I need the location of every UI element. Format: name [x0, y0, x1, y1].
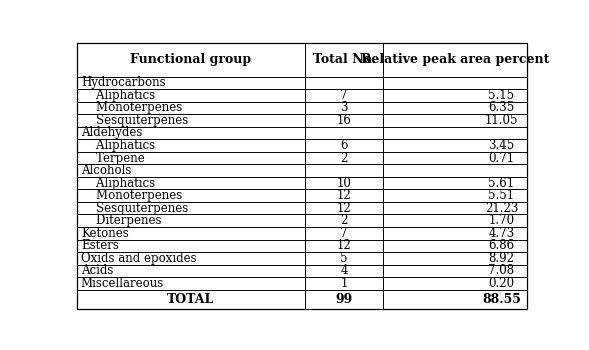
- Text: 1: 1: [340, 277, 348, 290]
- Text: 8.92: 8.92: [488, 252, 514, 265]
- Text: Ketones: Ketones: [81, 227, 128, 240]
- Text: 5: 5: [340, 252, 348, 265]
- Text: 7.08: 7.08: [488, 264, 515, 278]
- Text: Esters: Esters: [81, 239, 119, 252]
- Text: Sesquiterpenes: Sesquiterpenes: [81, 114, 188, 127]
- Text: Diterpenes: Diterpenes: [81, 214, 161, 227]
- Text: Miscellareous: Miscellareous: [81, 277, 164, 290]
- Text: Monoterpenes: Monoterpenes: [81, 189, 182, 202]
- Text: 12: 12: [336, 239, 351, 252]
- Text: 12: 12: [336, 189, 351, 202]
- Text: Monoterpenes: Monoterpenes: [81, 102, 182, 114]
- Text: 12: 12: [336, 202, 351, 215]
- Text: Aliphatics: Aliphatics: [81, 177, 155, 190]
- Text: 4.73: 4.73: [488, 227, 515, 240]
- Text: Oxids and epoxides: Oxids and epoxides: [81, 252, 197, 265]
- Text: 3.45: 3.45: [488, 139, 515, 152]
- Text: 4: 4: [340, 264, 348, 278]
- Text: 1.70: 1.70: [488, 214, 515, 227]
- Text: 88.55: 88.55: [482, 293, 521, 306]
- Text: 21.23: 21.23: [485, 202, 518, 215]
- Text: 0.71: 0.71: [488, 152, 515, 164]
- Text: Aldehydes: Aldehydes: [81, 126, 143, 139]
- Text: 0.20: 0.20: [488, 277, 515, 290]
- Text: 6: 6: [340, 139, 348, 152]
- Text: 16: 16: [336, 114, 352, 127]
- Text: 6.86: 6.86: [488, 239, 515, 252]
- Text: 5.51: 5.51: [488, 189, 515, 202]
- Text: 3: 3: [340, 102, 348, 114]
- Text: 2: 2: [340, 214, 348, 227]
- Text: Aliphatics: Aliphatics: [81, 139, 155, 152]
- Text: Relative peak area percent: Relative peak area percent: [361, 54, 550, 66]
- Text: 99: 99: [335, 293, 353, 306]
- Text: 7: 7: [340, 227, 348, 240]
- Text: 11.05: 11.05: [485, 114, 518, 127]
- Text: 10: 10: [336, 177, 352, 190]
- Text: Acids: Acids: [81, 264, 113, 278]
- Text: Terpene: Terpene: [81, 152, 145, 164]
- Text: Alcohols: Alcohols: [81, 164, 131, 177]
- Text: Functional group: Functional group: [130, 54, 252, 66]
- Text: 2: 2: [340, 152, 348, 164]
- Text: 6.35: 6.35: [488, 102, 515, 114]
- Text: 5.61: 5.61: [488, 177, 515, 190]
- Text: Sesquiterpenes: Sesquiterpenes: [81, 202, 188, 215]
- Text: 7: 7: [340, 89, 348, 102]
- Text: TOTAL: TOTAL: [167, 293, 214, 306]
- Text: Aliphatics: Aliphatics: [81, 89, 155, 102]
- Text: Hydrocarbons: Hydrocarbons: [81, 76, 166, 89]
- Text: Total No.: Total No.: [313, 54, 375, 66]
- Text: 5.15: 5.15: [488, 89, 515, 102]
